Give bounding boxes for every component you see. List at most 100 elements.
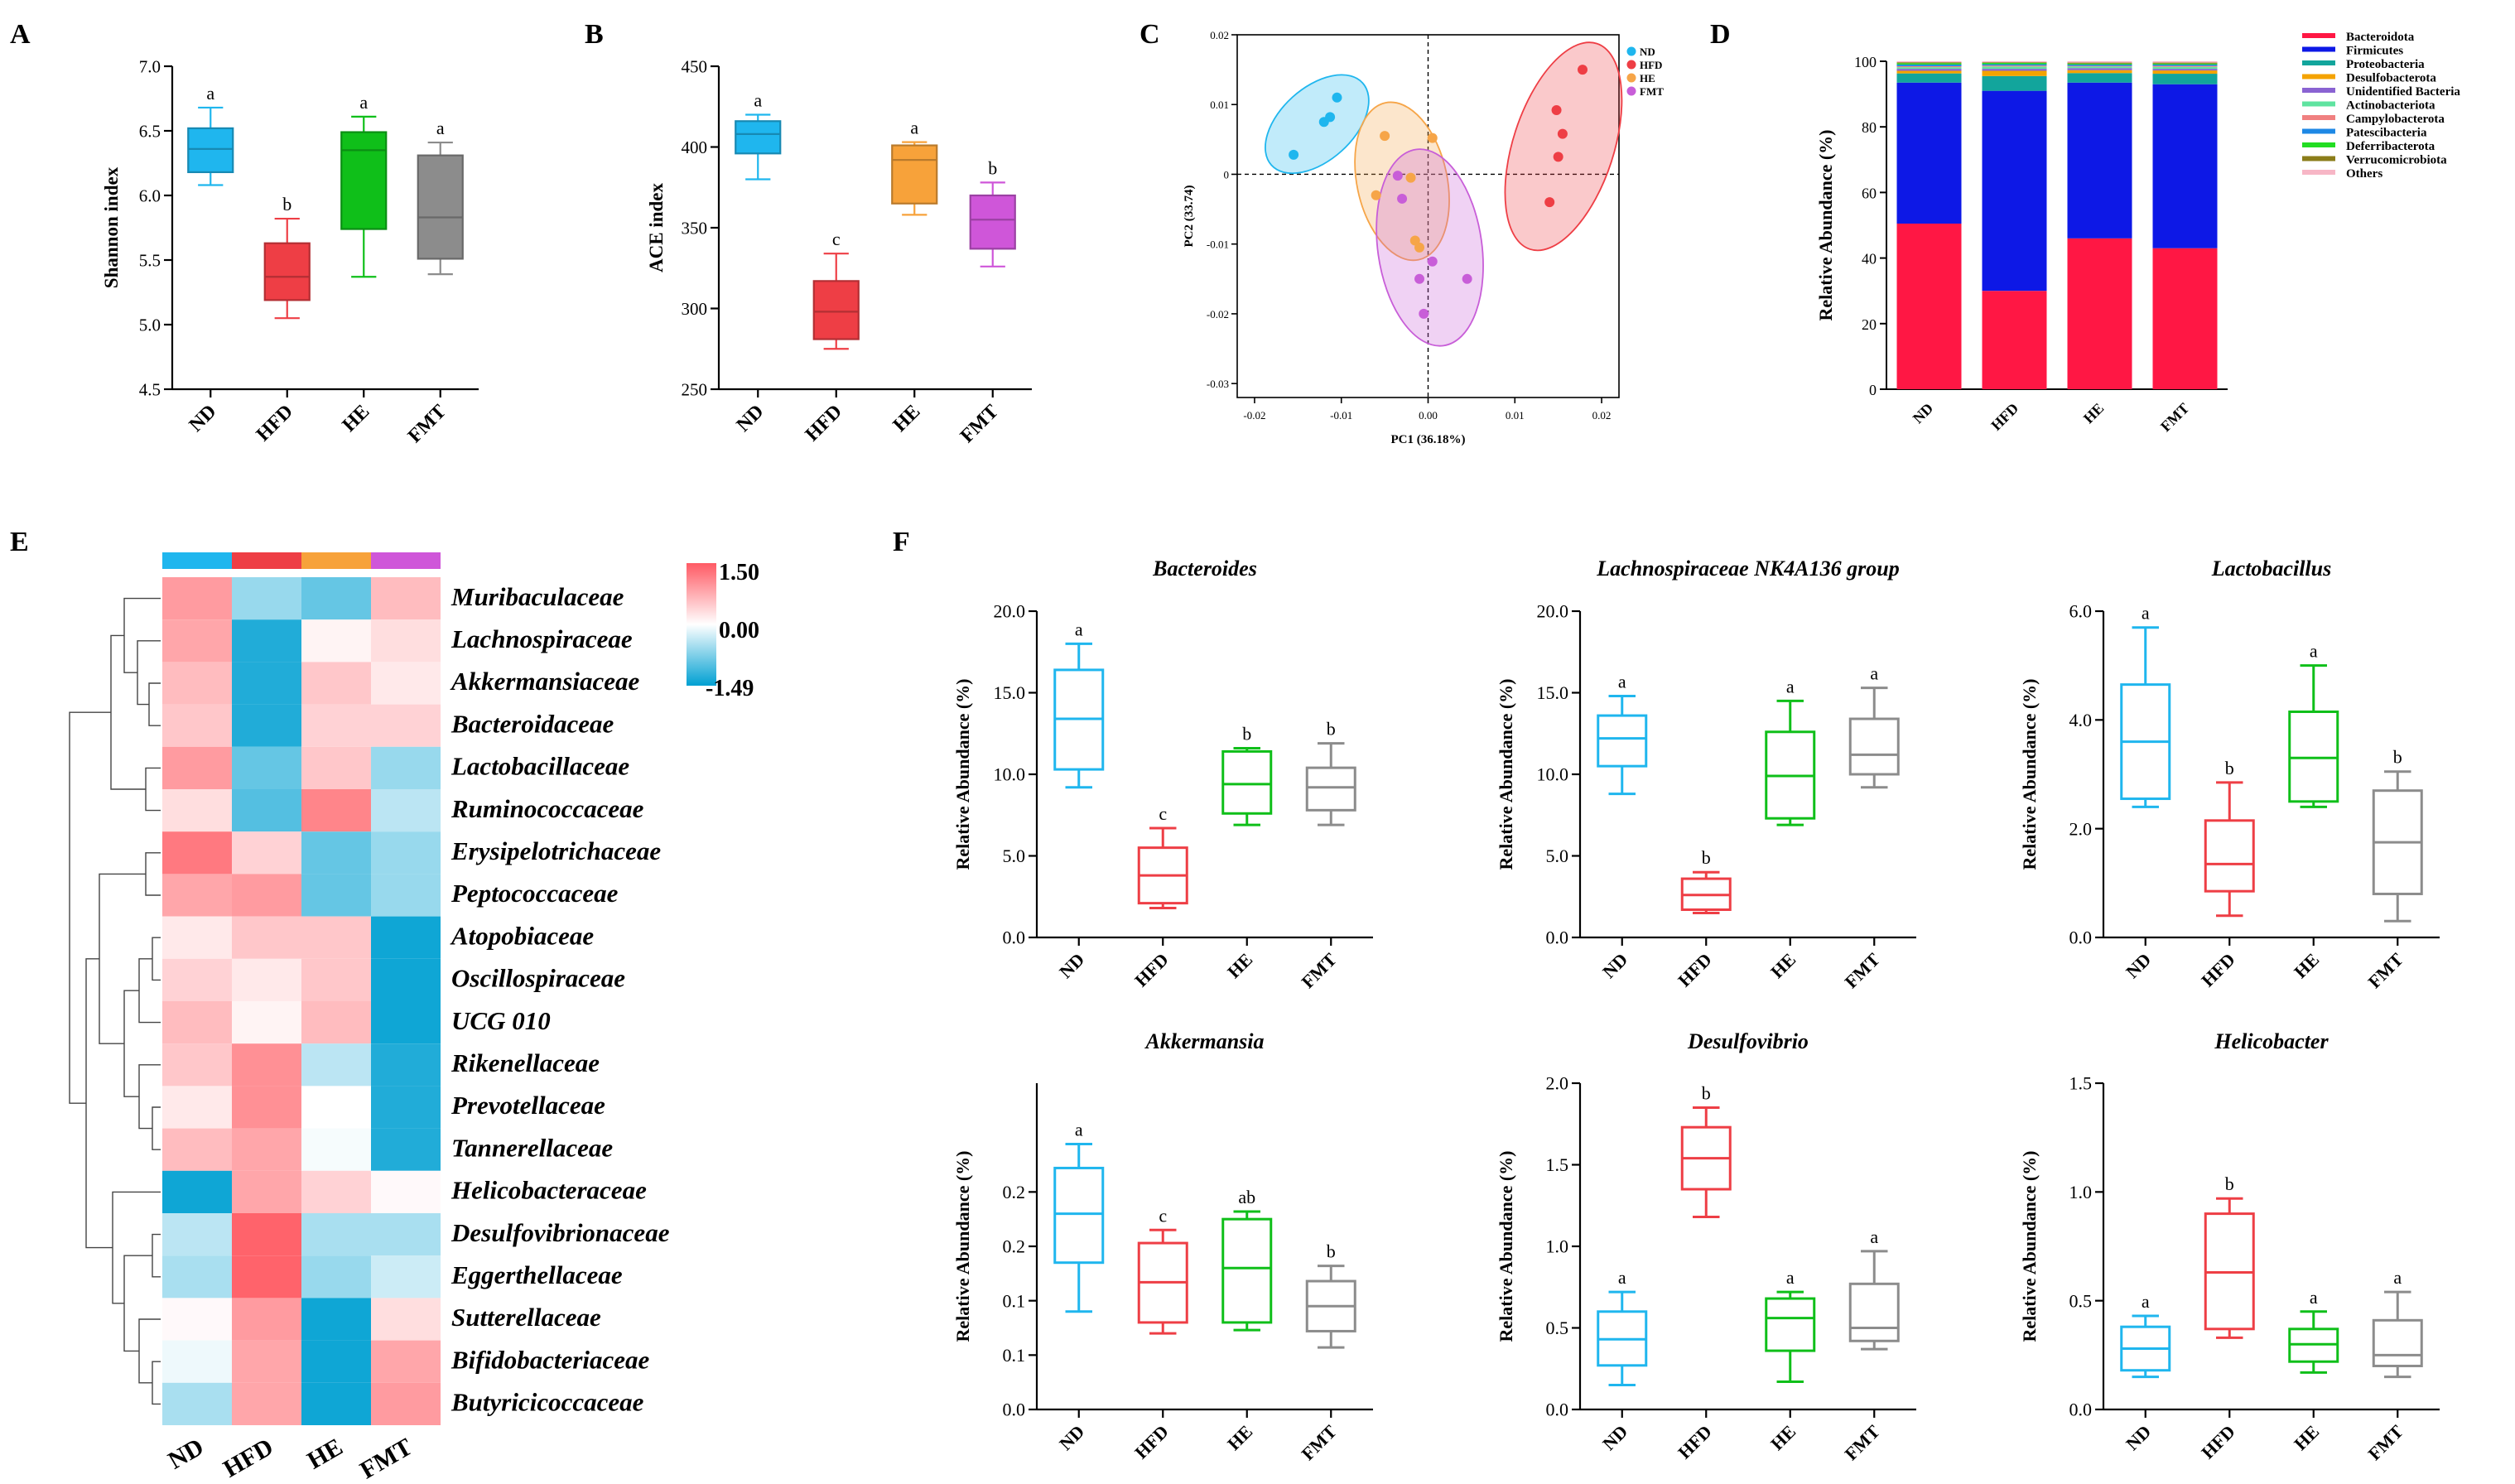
x-tick-label: HFD <box>802 401 846 446</box>
helicobacter-boxplot: 0.0 0.5 1.0 1.5 Relative Abundance (%) Helico… <box>2019 1029 2440 1464</box>
dendrogram-branch <box>138 1318 161 1384</box>
x-tick-label: FMT <box>2364 949 2407 992</box>
desulfovibrio-boxplot: 0.0 0.5 1.0 1.5 2.0 Relative Abundance (%) Des… <box>1496 1029 1916 1464</box>
point-HFD <box>1551 104 1562 115</box>
heatmap-cell <box>301 577 371 620</box>
y-axis-label: Relative Abundance (%) <box>2019 679 2040 870</box>
heatmap-cell <box>371 746 441 789</box>
column-color-HFD <box>232 552 301 569</box>
heatmap-cell <box>162 1382 232 1425</box>
box-HFD <box>1680 870 1732 914</box>
bar-segment-HE-8 <box>2067 63 2132 65</box>
heatmap-cell <box>301 1382 371 1425</box>
box-body <box>1221 1217 1273 1324</box>
heatmap-cell <box>301 662 371 705</box>
y-axis-label: Relative Abundance (%) <box>1496 679 1516 870</box>
heatmap-cell <box>162 1128 232 1171</box>
dendrogram-branch <box>152 937 161 981</box>
bar-segment-ND-5 <box>1896 67 1962 70</box>
box-FMT <box>1305 742 1356 826</box>
point-ND <box>1332 92 1342 103</box>
colorbar-min-label: -1.49 <box>706 676 754 701</box>
heatmap-cell <box>371 577 441 620</box>
heatmap-cell <box>232 662 301 705</box>
y-tick-label: 20 <box>1862 316 1877 333</box>
heatmap-cell <box>301 1170 371 1213</box>
x-tick-label: HE <box>339 401 374 436</box>
y-tick-label: 6.5 <box>139 121 161 141</box>
bar-segment-HFD-6 <box>1982 65 2047 67</box>
legend-swatch <box>2302 101 2335 107</box>
y-tick-label: -0.02 <box>1207 308 1229 320</box>
chart-title: Lactobacillus <box>2211 556 2331 581</box>
box-body <box>263 242 311 301</box>
ace-boxplot: 250 300 350 400 450 ACE index a ND c HFD a HE b FMT <box>646 56 1032 447</box>
heatmap-cell <box>162 1340 232 1383</box>
significance-letter: a <box>2393 1267 2402 1288</box>
point-FMT <box>1397 193 1408 204</box>
x-tick-label: HFD <box>2197 949 2239 991</box>
confidence-ellipse-ND <box>1265 74 1370 175</box>
box-HE <box>1765 1290 1816 1384</box>
x-tick-label: HFD <box>1130 1421 1173 1463</box>
significance-letter: a <box>754 90 762 111</box>
box-HE <box>891 141 938 216</box>
significance-letter: a <box>1870 663 1878 684</box>
y-tick-label: 450 <box>682 56 708 76</box>
legend-label: Proteobacteria <box>2346 58 2425 71</box>
bar-segment-HFD-1 <box>1982 90 2047 292</box>
box-body <box>1221 749 1273 815</box>
heatmap-cell <box>232 1128 301 1171</box>
heatmap-cell <box>232 1213 301 1256</box>
x-tick-label: 0.00 <box>1419 409 1438 422</box>
dendrogram-branch <box>152 1233 161 1278</box>
heatmap-cell <box>301 746 371 789</box>
heatmap-cell <box>232 1255 301 1298</box>
chart-title: Akkermansia <box>1144 1029 1264 1053</box>
point-FMT <box>1427 256 1438 267</box>
row-label: Rikenellaceae <box>450 1048 600 1077</box>
legend-label: Bacteroidota <box>2346 31 2415 44</box>
heatmap-cell <box>162 1170 232 1213</box>
column-label: HFD <box>219 1433 277 1482</box>
box-FMT <box>1305 1265 1356 1349</box>
y-tick-label: 300 <box>682 299 708 319</box>
bar-segment-HE-1 <box>2067 82 2132 238</box>
point-FMT <box>1414 273 1425 284</box>
y-tick-label: 0.01 <box>1210 99 1229 111</box>
bar-segment-FMT-2 <box>2152 74 2218 84</box>
x-tick-label: ND <box>1055 949 1088 982</box>
y-tick-label: 0.0 <box>1546 1400 1569 1420</box>
y-tick-label: 0.1 <box>1003 1345 1026 1366</box>
bar-segment-FMT-0 <box>2152 248 2218 389</box>
box-ND <box>187 106 234 186</box>
column-label: HE <box>302 1433 347 1474</box>
bar-segment-HFD-3 <box>1982 70 2047 76</box>
heatmap-cell <box>232 1340 301 1383</box>
legend-label: HFD <box>1640 59 1662 71</box>
bar-segment-ND-2 <box>1896 73 1962 83</box>
dendrogram-branch <box>138 958 161 1024</box>
y-tick-label: 1.0 <box>2069 1182 2093 1202</box>
y-tick-label: 0.5 <box>1546 1318 1569 1338</box>
heatmap-cell <box>162 1086 232 1129</box>
box-HE <box>2288 664 2339 808</box>
box-body <box>2204 819 2255 893</box>
column-label: ND <box>163 1433 208 1474</box>
significance-letter: ab <box>1238 1187 1255 1207</box>
confidence-ellipse-HFD <box>1504 41 1623 252</box>
chart-title: Lachnospiraceae NK4A136 group <box>1596 556 1899 581</box>
heatmap-cell <box>232 1086 301 1129</box>
heatmap-cell <box>371 1001 441 1044</box>
x-tick-label: HE <box>2080 400 2108 427</box>
y-tick-label: 0.0 <box>1003 928 1026 948</box>
y-tick-label: 1.0 <box>1546 1236 1569 1257</box>
heatmap-cell <box>371 1170 441 1213</box>
heatmap-cell <box>371 958 441 1001</box>
confidence-ellipse-HE <box>1354 101 1450 262</box>
x-tick-label: ND <box>1598 1421 1631 1454</box>
bar-segment-ND-0 <box>1896 224 1962 389</box>
row-label: Atopobiaceae <box>450 921 594 950</box>
bar-segment-HFD-8 <box>1982 62 2047 65</box>
